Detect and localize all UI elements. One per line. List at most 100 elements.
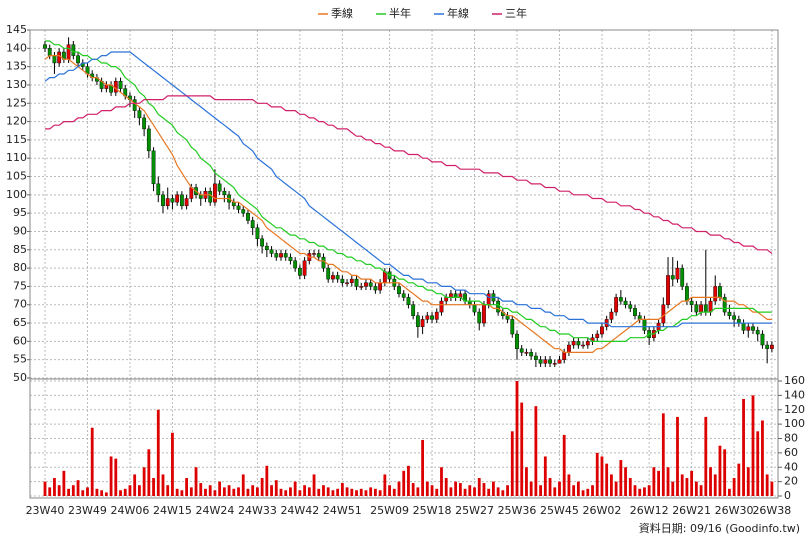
candle-body xyxy=(609,311,614,320)
candle-body xyxy=(142,117,147,130)
volume-bar xyxy=(104,492,108,496)
volume-bar xyxy=(345,487,349,496)
volume-bar xyxy=(430,485,434,496)
volume-bar xyxy=(746,467,750,496)
y-tick-label: 135 xyxy=(6,60,27,73)
volume-bar xyxy=(482,483,486,496)
candle-body xyxy=(415,315,420,327)
candle-body xyxy=(368,282,373,287)
y-tick-label: 75 xyxy=(13,279,27,292)
candle-body xyxy=(623,300,628,305)
candle-body xyxy=(595,333,600,338)
legend-label: 三年 xyxy=(505,6,527,20)
volume-bar xyxy=(487,488,491,496)
volume-bar xyxy=(449,487,453,496)
volume-bar xyxy=(109,456,113,496)
candle-body xyxy=(269,249,274,254)
volume-bar xyxy=(251,485,255,496)
volume-bar xyxy=(506,485,509,496)
volume-bar xyxy=(317,488,321,496)
candle-body xyxy=(765,344,770,349)
y-tick-label: 115 xyxy=(6,133,27,146)
x-tick-label: 23W40 xyxy=(26,504,65,517)
x-tick-label: 24W33 xyxy=(238,504,277,517)
x-tick-label: 24W24 xyxy=(195,504,234,517)
candle-body xyxy=(241,209,246,214)
candle-body xyxy=(293,260,298,269)
volume-bar xyxy=(204,488,207,496)
y-tick-label: 100 xyxy=(784,417,805,430)
volume-bar xyxy=(751,395,755,496)
y-tick-label: 80 xyxy=(13,261,27,274)
volume-bar xyxy=(166,485,170,496)
volume-bar xyxy=(543,456,547,496)
volume-bar xyxy=(492,481,495,496)
volume-bar xyxy=(194,467,198,496)
candle-body xyxy=(359,286,364,288)
candle-body xyxy=(434,311,439,320)
volume-bar xyxy=(284,490,288,496)
x-tick-label: 26W02 xyxy=(583,504,622,517)
volume-bar xyxy=(407,465,410,496)
candle-body xyxy=(364,282,368,287)
y-tick-label: 20 xyxy=(784,475,798,488)
candle-body xyxy=(472,304,477,313)
volume-bar xyxy=(336,488,340,496)
candle-body xyxy=(146,128,151,152)
volume-bar xyxy=(237,487,240,496)
candle-body xyxy=(751,326,755,331)
volume-bar xyxy=(666,467,670,496)
y-tick-label: 100 xyxy=(6,188,27,201)
volume-bar xyxy=(562,434,566,496)
volume-bar xyxy=(369,487,373,496)
candle-body xyxy=(255,227,260,240)
volume-bar xyxy=(624,467,627,496)
volume-bar xyxy=(600,456,604,496)
volume-bar xyxy=(463,488,467,496)
volume-bar xyxy=(86,487,89,496)
volume-bar xyxy=(279,488,283,496)
x-tick-label: 24W42 xyxy=(280,504,319,517)
candle-body xyxy=(515,333,519,349)
legend-label: 半年 xyxy=(389,6,411,20)
candle-body xyxy=(618,297,623,302)
y-tick-label: 130 xyxy=(6,78,27,91)
volume-bar xyxy=(62,470,66,496)
y-tick-label: 125 xyxy=(6,96,27,109)
candle-body xyxy=(548,359,552,364)
volume-bar xyxy=(567,474,571,496)
candle-body xyxy=(552,363,557,365)
y-tick-label: 80 xyxy=(784,432,798,445)
volume-bar xyxy=(525,467,528,496)
volume-bar xyxy=(208,485,212,496)
volume-bar xyxy=(416,487,420,496)
candle-body xyxy=(562,352,567,360)
candle-body xyxy=(151,150,156,185)
y-tick-label: 65 xyxy=(13,316,27,329)
candle-body xyxy=(699,304,703,313)
candle-body xyxy=(161,194,165,207)
candle-body xyxy=(425,315,430,320)
plot-frame xyxy=(29,29,779,499)
candle-body xyxy=(349,278,354,283)
volume-bar xyxy=(392,488,396,496)
x-tick-label: 24W06 xyxy=(111,504,150,517)
candle-body xyxy=(113,81,118,93)
candle-body xyxy=(208,190,213,203)
candle-body xyxy=(397,286,401,294)
volume-bar xyxy=(713,474,717,496)
volume-bar xyxy=(359,488,363,496)
candle-body xyxy=(496,300,501,313)
volume-bar xyxy=(595,452,599,496)
candle-body xyxy=(510,319,515,335)
candle-body xyxy=(246,212,250,221)
y-tick-label: 145 xyxy=(6,23,27,36)
candle-body xyxy=(685,286,689,302)
y-tick-label: 85 xyxy=(13,243,27,256)
volume-bar xyxy=(53,478,56,496)
volume-bar xyxy=(661,413,665,496)
candle-body xyxy=(260,238,265,247)
y-tick-label: 60 xyxy=(784,446,798,459)
candle-body xyxy=(354,278,359,287)
volume-bar xyxy=(581,490,585,496)
